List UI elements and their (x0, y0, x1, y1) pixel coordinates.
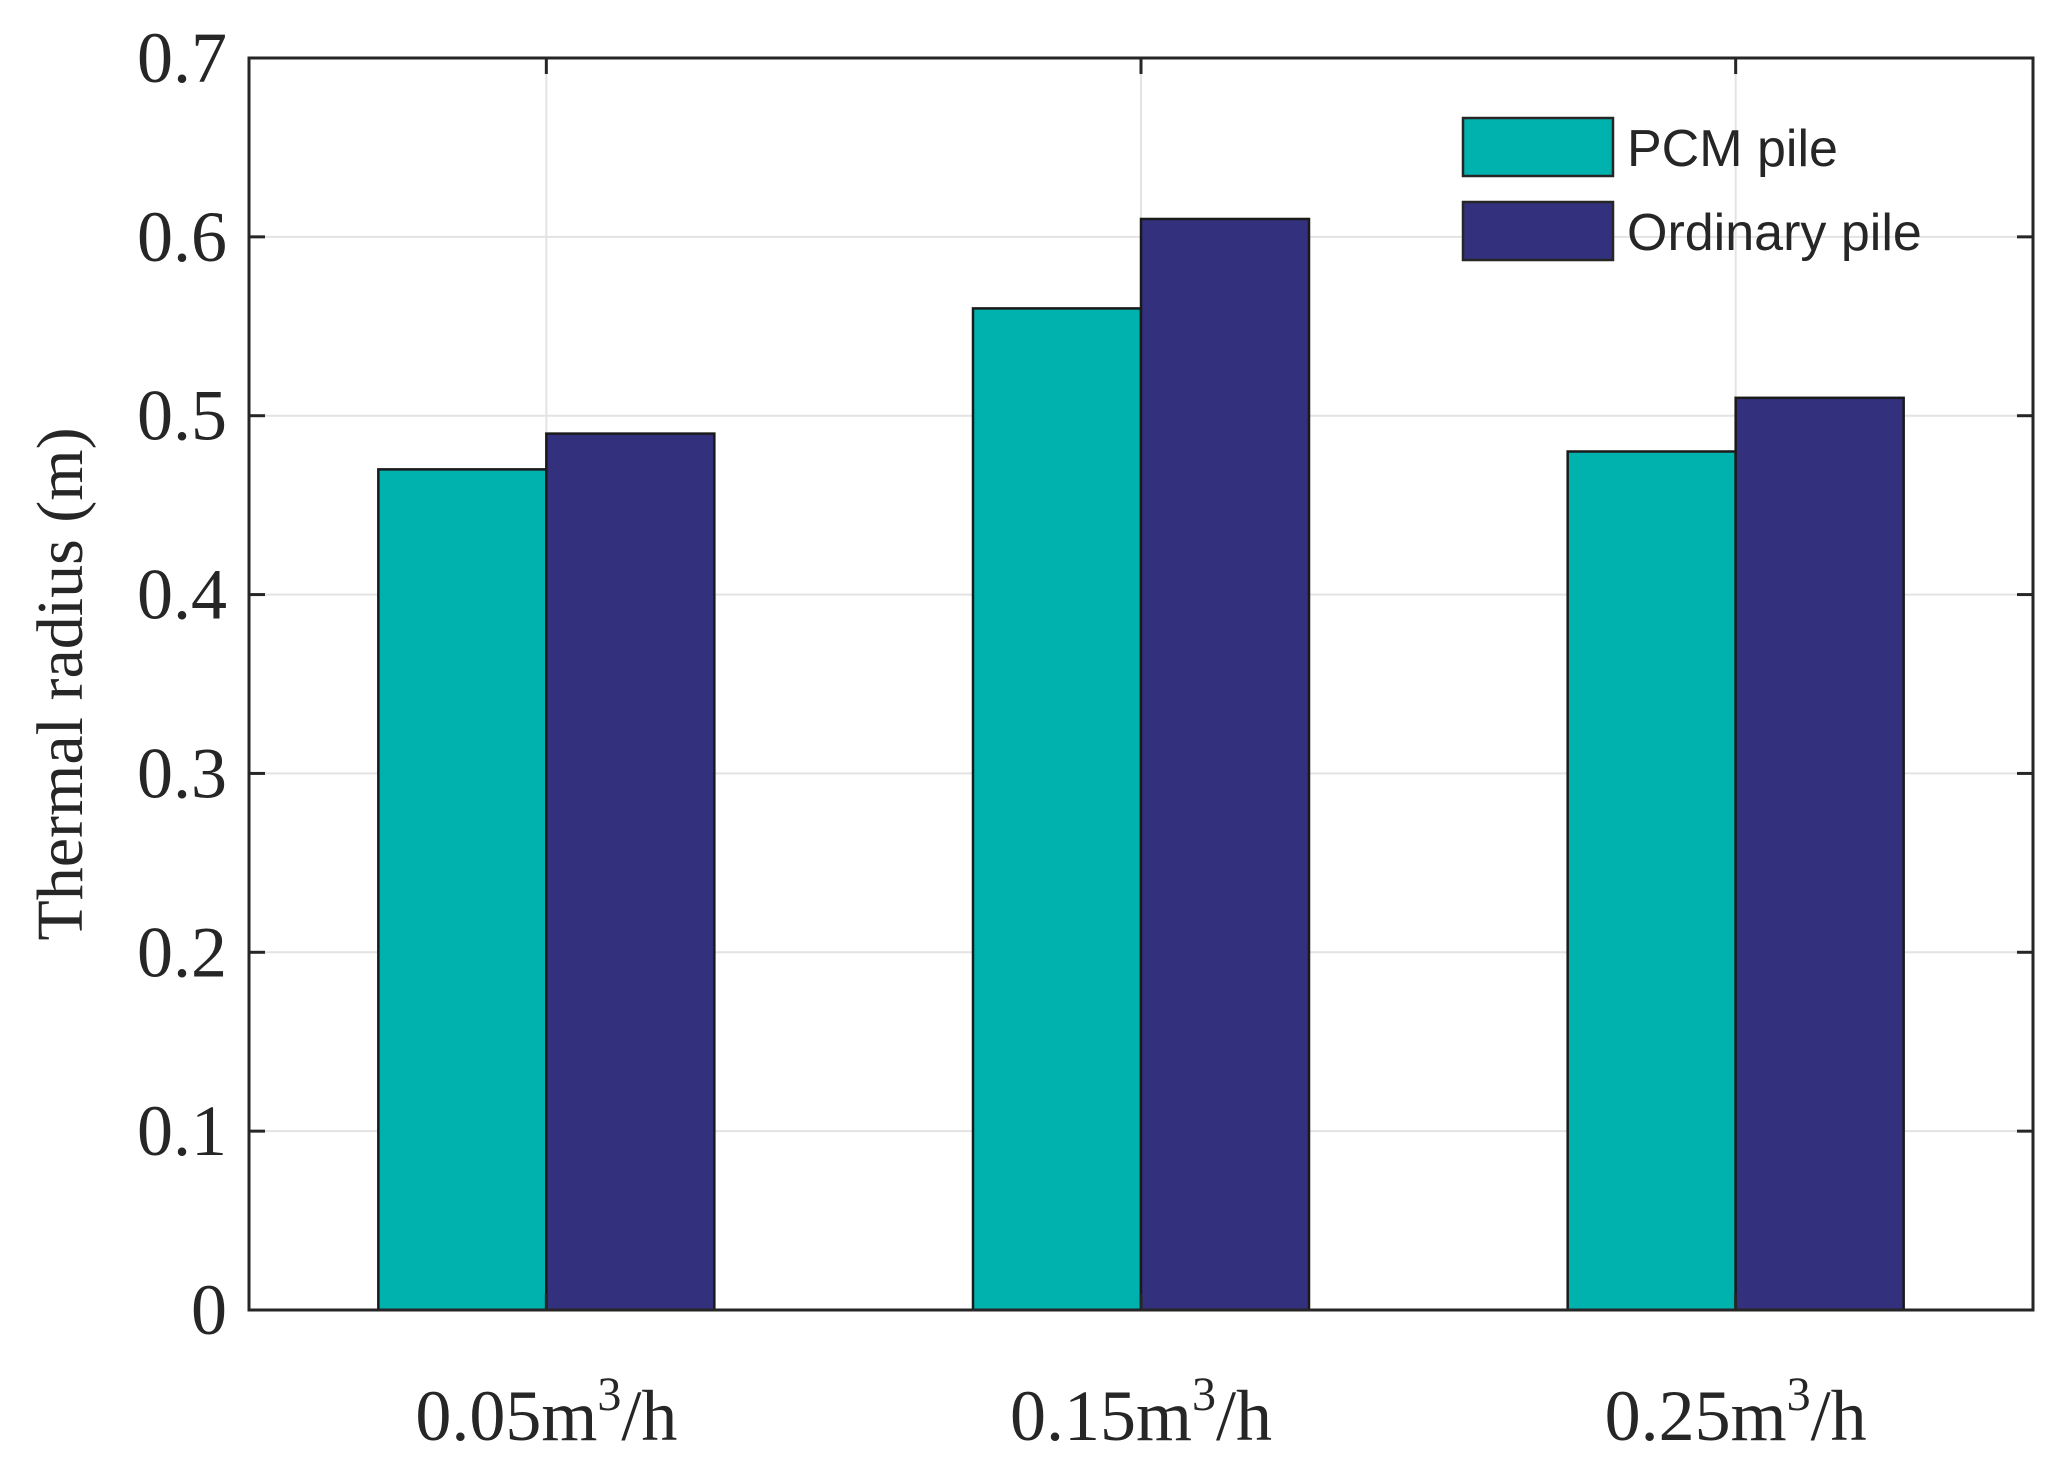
y-tick-labels: 0 0.1 0.2 0.3 0.4 0.5 0.6 0.7 (137, 18, 227, 1350)
bar-ordinary-pile-2 (1734, 396, 1905, 1312)
y-tick-label: 0.1 (137, 1091, 227, 1171)
x-tick-label: 0.15m3/h (1010, 1368, 1272, 1456)
legend-swatch (1461, 200, 1615, 262)
y-tick-label: 0.4 (137, 555, 227, 635)
bar-ordinary-pile-0 (545, 432, 716, 1312)
legend-label: PCM pile (1627, 120, 1838, 178)
y-tick-label: 0.5 (137, 376, 227, 456)
y-tick-label: 0.7 (137, 18, 227, 98)
bar-pcm-pile-1 (971, 307, 1143, 1312)
x-tick-labels: 0.05m3/h 0.15m3/h 0.25m3/h (415, 1368, 1866, 1456)
axis-ticks (249, 56, 2033, 1312)
y-tick-label: 0 (191, 1270, 227, 1350)
bar-pcm-pile-0 (377, 468, 548, 1312)
y-tick-label: 0.6 (137, 197, 227, 277)
legend-swatch (1461, 116, 1615, 178)
x-tick-label: 0.25m3/h (1605, 1368, 1867, 1456)
legend-label: Ordinary pile (1627, 204, 1922, 262)
y-tick-label: 0.3 (137, 733, 227, 813)
bar-ordinary-pile-1 (1139, 217, 1311, 1312)
bar-pcm-pile-2 (1566, 450, 1737, 1312)
legend: PCM pile Ordinary pile (1461, 116, 1922, 262)
y-tick-label: 0.2 (137, 912, 227, 992)
x-tick-label: 0.05m3/h (415, 1368, 677, 1456)
y-axis-label: Thermal radius (m) (24, 427, 97, 940)
bars (377, 217, 1905, 1312)
